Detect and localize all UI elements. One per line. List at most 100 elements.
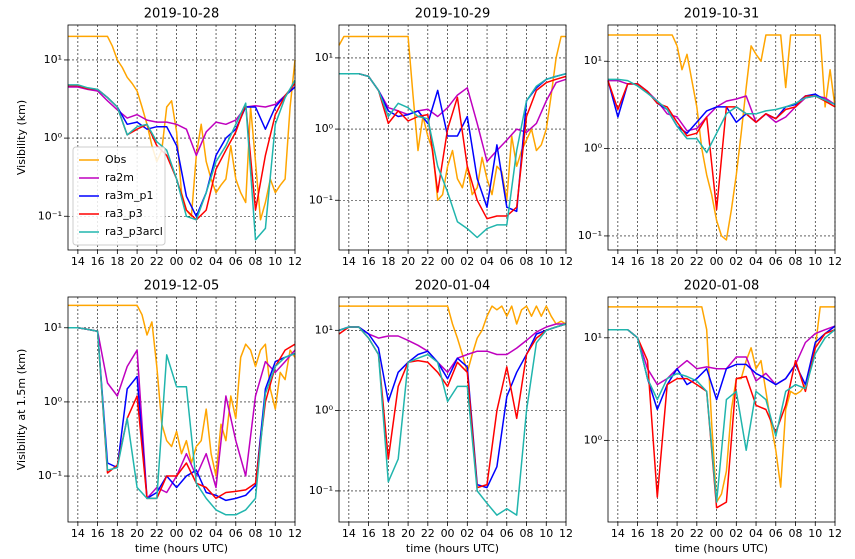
- y-tick-label: 10⁰: [584, 142, 603, 155]
- x-tick-label: 20: [670, 255, 684, 268]
- x-tick-label: 02: [460, 527, 474, 540]
- x-tick-label: 22: [421, 527, 435, 540]
- legend-box: [72, 146, 166, 246]
- series-line: [339, 305, 567, 374]
- x-tick-label: 06: [769, 255, 783, 268]
- axes-frame: [607, 24, 836, 251]
- y-tick-label: 10⁻¹: [309, 484, 333, 497]
- x-tick-label: 10: [268, 255, 282, 268]
- x-tick-label: 02: [729, 255, 743, 268]
- y-tick-label: 10¹: [315, 51, 333, 64]
- x-tick-label: 04: [209, 527, 223, 540]
- x-tick-label: 14: [71, 527, 85, 540]
- x-tick-label: 18: [381, 255, 395, 268]
- x-tick-label: 18: [381, 527, 395, 540]
- axes-frame: [338, 296, 567, 523]
- series-line: [339, 72, 567, 239]
- series-line: [608, 328, 836, 509]
- x-tick-label: 12: [828, 255, 842, 268]
- x-tick-label: 12: [559, 527, 573, 540]
- series-line: [338, 323, 566, 374]
- chart-title: 2020-01-04: [415, 279, 491, 294]
- x-tick-label: 20: [401, 255, 415, 268]
- y-tick-label: 10⁻¹: [38, 209, 62, 222]
- x-axis-label: time (hours UTC): [135, 542, 228, 555]
- x-tick-label: 00: [710, 255, 724, 268]
- y-tick-label: 10¹: [315, 323, 333, 336]
- legend-label: ra3m_p1: [105, 189, 153, 202]
- x-tick-label: 02: [189, 255, 203, 268]
- x-tick-label: 06: [229, 255, 243, 268]
- x-tick-label: 00: [441, 527, 455, 540]
- y-tick-label: 10¹: [44, 321, 62, 334]
- series-line: [608, 325, 836, 386]
- x-tick-label: 00: [441, 255, 455, 268]
- x-tick-label: 08: [249, 527, 263, 540]
- y-tick-label: 10¹: [584, 54, 602, 67]
- x-tick-label: 04: [480, 255, 494, 268]
- y-tick-label: 10⁰: [584, 433, 603, 446]
- series-line: [68, 304, 296, 477]
- series-line: [68, 86, 296, 157]
- y-tick-label: 10⁰: [315, 404, 334, 417]
- x-tick-label: 20: [670, 527, 684, 540]
- x-tick-label: 20: [130, 527, 144, 540]
- x-tick-label: 04: [749, 527, 763, 540]
- x-tick-label: 16: [631, 255, 645, 268]
- series-line: [68, 79, 296, 241]
- x-tick-label: 10: [539, 255, 553, 268]
- series-line: [608, 328, 836, 503]
- x-tick-label: 06: [500, 527, 514, 540]
- series-line: [338, 323, 567, 516]
- x-tick-label: 00: [170, 255, 184, 268]
- series-line: [608, 325, 836, 411]
- x-tick-label: 06: [500, 255, 514, 268]
- x-tick-label: 22: [421, 255, 435, 268]
- x-tick-label: 10: [268, 527, 282, 540]
- x-axis-label: time (hours UTC): [675, 542, 768, 555]
- x-axis-label: time (hours UTC): [406, 542, 499, 555]
- x-tick-label: 12: [828, 527, 842, 540]
- x-tick-label: 14: [611, 255, 625, 268]
- x-tick-label: 04: [480, 527, 494, 540]
- x-tick-label: 02: [460, 255, 474, 268]
- x-tick-label: 22: [690, 255, 704, 268]
- chart-title: 2019-10-29: [415, 7, 491, 22]
- series-line: [607, 80, 836, 211]
- x-tick-label: 14: [71, 255, 85, 268]
- x-tick-label: 00: [710, 527, 724, 540]
- y-tick-label: 10⁻¹: [309, 193, 333, 206]
- x-tick-label: 22: [150, 255, 164, 268]
- x-tick-label: 18: [110, 527, 124, 540]
- legend-label: ra3_p3: [105, 207, 143, 220]
- y-axis-label: Visibility (km): [15, 100, 28, 175]
- series-line: [68, 327, 296, 500]
- legend-label: Obs: [105, 153, 127, 166]
- series-line: [338, 323, 567, 489]
- x-tick-label: 10: [808, 527, 822, 540]
- y-tick-label: 10⁰: [315, 122, 334, 135]
- chart-title: 2019-10-31: [684, 7, 760, 22]
- x-tick-label: 18: [110, 255, 124, 268]
- x-tick-label: 10: [808, 255, 822, 268]
- x-tick-label: 16: [91, 255, 105, 268]
- x-tick-label: 02: [729, 527, 743, 540]
- y-tick-label: 10⁰: [44, 395, 63, 408]
- x-tick-label: 02: [189, 527, 203, 540]
- x-tick-label: 22: [150, 527, 164, 540]
- x-tick-label: 08: [520, 527, 534, 540]
- y-tick-label: 10⁰: [44, 131, 63, 144]
- x-tick-label: 18: [650, 527, 664, 540]
- chart-title: 2020-01-08: [684, 279, 760, 294]
- axes-frame: [607, 296, 836, 523]
- x-tick-label: 08: [789, 255, 803, 268]
- legend-label: ra3_p3arcl: [105, 225, 163, 238]
- axes-frame: [67, 24, 296, 251]
- x-tick-label: 06: [769, 527, 783, 540]
- y-tick-label: 10⁻¹: [578, 229, 602, 242]
- y-tick-label: 10¹: [44, 53, 62, 66]
- x-tick-label: 22: [690, 527, 704, 540]
- chart-title: 2019-10-28: [144, 7, 220, 22]
- series-line: [339, 72, 567, 220]
- x-tick-label: 14: [611, 527, 625, 540]
